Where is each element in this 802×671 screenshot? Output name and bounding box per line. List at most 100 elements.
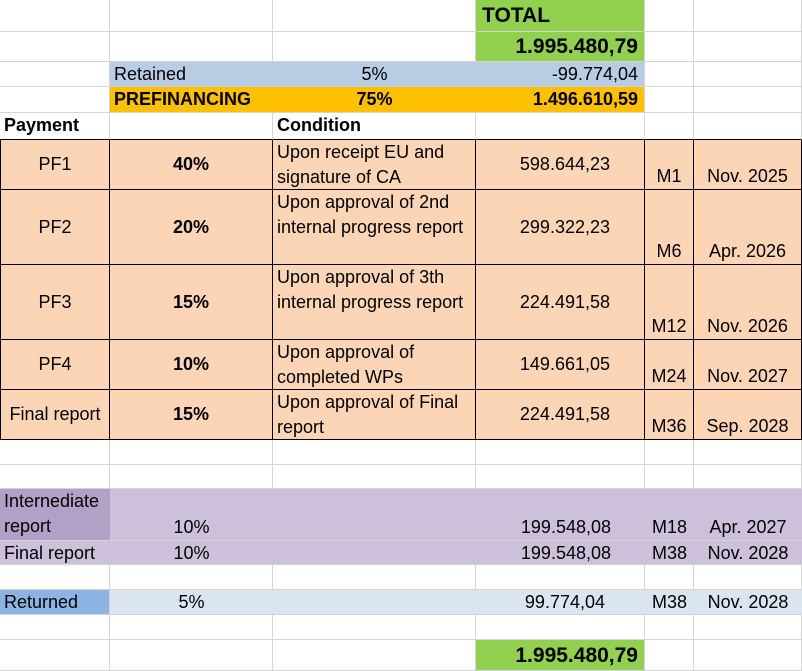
returned-date[interactable]: Nov. 2028 <box>694 590 802 615</box>
cell[interactable] <box>645 440 694 465</box>
cell[interactable] <box>645 113 694 140</box>
cell[interactable] <box>110 32 273 62</box>
cell[interactable] <box>273 615 476 640</box>
payment-percent[interactable]: 40% <box>110 140 273 190</box>
payment-condition[interactable]: Upon receipt EU and signature of CA <box>273 140 476 190</box>
cell[interactable] <box>476 565 645 590</box>
returned-month[interactable]: M38 <box>645 590 694 615</box>
payment-date[interactable]: Sep. 2028 <box>694 390 802 440</box>
prefinancing-percent[interactable]: 75% <box>273 87 476 113</box>
cell[interactable] <box>0 62 110 87</box>
cell[interactable] <box>645 0 694 32</box>
payment-month[interactable]: M6 <box>645 190 694 265</box>
payment-date[interactable]: Nov. 2027 <box>694 340 802 390</box>
payment-month[interactable]: M36 <box>645 390 694 440</box>
payment-date[interactable]: Nov. 2026 <box>694 265 802 340</box>
cell[interactable] <box>0 615 110 640</box>
retained-label[interactable]: Retained <box>110 62 273 87</box>
condition-header[interactable]: Condition <box>273 113 476 140</box>
cell[interactable] <box>273 489 476 541</box>
cell[interactable] <box>476 615 645 640</box>
cell[interactable] <box>110 640 273 671</box>
payment-amount[interactable]: 598.644,23 <box>476 140 645 190</box>
cell[interactable] <box>694 113 802 140</box>
report-month[interactable]: M18 <box>645 489 694 541</box>
cell[interactable] <box>694 87 802 113</box>
report-month[interactable]: M38 <box>645 541 694 565</box>
payment-date[interactable]: Nov. 2025 <box>694 140 802 190</box>
cell[interactable] <box>0 640 110 671</box>
cell[interactable] <box>645 465 694 489</box>
report-amount[interactable]: 199.548,08 <box>476 541 645 565</box>
cell[interactable] <box>694 440 802 465</box>
total-label[interactable]: TOTAL <box>476 0 645 32</box>
prefinancing-value[interactable]: 1.496.610,59 <box>476 87 645 113</box>
cell[interactable] <box>694 32 802 62</box>
cell[interactable] <box>645 87 694 113</box>
cell[interactable] <box>273 0 476 32</box>
returned-label[interactable]: Returned <box>0 590 110 615</box>
cell[interactable] <box>645 615 694 640</box>
cell[interactable] <box>645 62 694 87</box>
payment-percent[interactable]: 15% <box>110 390 273 440</box>
cell[interactable] <box>0 565 110 590</box>
cell[interactable] <box>694 640 802 671</box>
cell[interactable] <box>110 565 273 590</box>
payment-date[interactable]: Apr. 2026 <box>694 190 802 265</box>
payment-name[interactable]: PF2 <box>0 190 110 265</box>
payment-percent[interactable]: 15% <box>110 265 273 340</box>
cell[interactable] <box>273 541 476 565</box>
payment-condition[interactable]: Upon approval of 2nd internal progress r… <box>273 190 476 265</box>
payment-month[interactable]: M24 <box>645 340 694 390</box>
cell[interactable] <box>694 0 802 32</box>
payment-amount[interactable]: 224.491,58 <box>476 390 645 440</box>
cell[interactable] <box>110 615 273 640</box>
report-percent[interactable]: 10% <box>110 541 273 565</box>
report-date[interactable]: Nov. 2028 <box>694 541 802 565</box>
report-amount[interactable]: 199.548,08 <box>476 489 645 541</box>
cell[interactable] <box>110 113 273 140</box>
cell[interactable] <box>273 465 476 489</box>
cell[interactable] <box>0 0 110 32</box>
payment-month[interactable]: M1 <box>645 140 694 190</box>
payment-amount[interactable]: 224.491,58 <box>476 265 645 340</box>
cell[interactable] <box>476 113 645 140</box>
cell[interactable] <box>273 640 476 671</box>
payment-amount[interactable]: 149.661,05 <box>476 340 645 390</box>
payment-month[interactable]: M12 <box>645 265 694 340</box>
prefinancing-label[interactable]: PREFINANCING <box>110 87 273 113</box>
cell[interactable] <box>694 62 802 87</box>
cell[interactable] <box>273 565 476 590</box>
report-date[interactable]: Apr. 2027 <box>694 489 802 541</box>
cell[interactable] <box>110 440 273 465</box>
cell[interactable] <box>110 465 273 489</box>
cell[interactable] <box>645 32 694 62</box>
payment-percent[interactable]: 10% <box>110 340 273 390</box>
returned-amount[interactable]: 99.774,04 <box>476 590 645 615</box>
report-percent[interactable]: 10% <box>110 489 273 541</box>
payment-condition[interactable]: Upon approval of Final report <box>273 390 476 440</box>
payment-condition[interactable]: Upon approval of completed WPs <box>273 340 476 390</box>
cell[interactable] <box>110 0 273 32</box>
cell[interactable] <box>273 440 476 465</box>
cell[interactable] <box>694 615 802 640</box>
payment-name[interactable]: PF4 <box>0 340 110 390</box>
retained-percent[interactable]: 5% <box>273 62 476 87</box>
cell[interactable] <box>476 465 645 489</box>
cell[interactable] <box>273 590 476 615</box>
payment-percent[interactable]: 20% <box>110 190 273 265</box>
cell[interactable] <box>645 565 694 590</box>
returned-percent[interactable]: 5% <box>110 590 273 615</box>
cell[interactable] <box>0 465 110 489</box>
payment-name[interactable]: PF1 <box>0 140 110 190</box>
cell[interactable] <box>0 440 110 465</box>
footer-total-value[interactable]: 1.995.480,79 <box>476 640 645 671</box>
cell[interactable] <box>476 440 645 465</box>
cell[interactable] <box>694 465 802 489</box>
cell[interactable] <box>273 32 476 62</box>
report-name[interactable]: Final report <box>0 541 110 565</box>
retained-value[interactable]: -99.774,04 <box>476 62 645 87</box>
cell[interactable] <box>645 640 694 671</box>
payment-name[interactable]: Final report <box>0 390 110 440</box>
total-value[interactable]: 1.995.480,79 <box>476 32 645 62</box>
